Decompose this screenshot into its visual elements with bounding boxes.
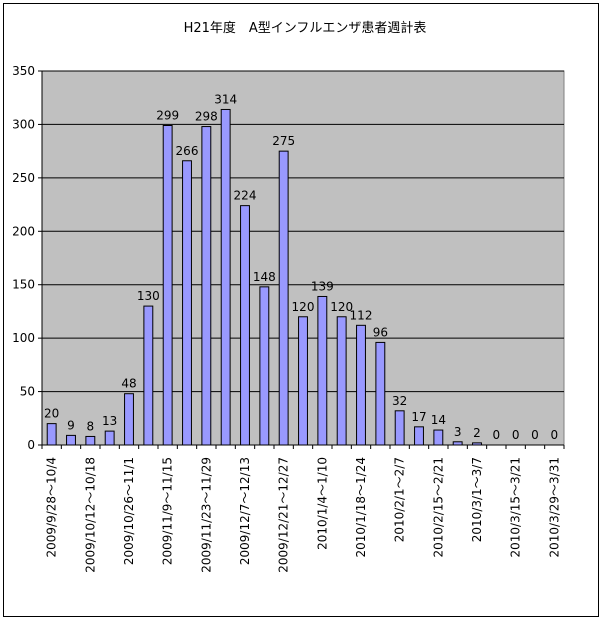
data-label: 0: [531, 428, 539, 442]
bar-chart: H21年度 A型インフルエンザ患者週計表 0501001502002503003…: [12, 20, 565, 573]
data-label: 139: [311, 279, 334, 293]
data-label: 299: [156, 108, 179, 122]
data-label: 0: [551, 428, 559, 442]
bar: [375, 341, 386, 446]
data-label: 14: [431, 413, 446, 427]
bar: [394, 410, 405, 446]
data-label: 130: [137, 289, 160, 303]
data-label: 96: [373, 325, 388, 339]
x-tick-label: 2009/12/21～12/27: [277, 457, 291, 573]
data-label: 8: [87, 419, 95, 433]
x-tick-label: 2010/3/29～3/31: [547, 457, 561, 557]
bar: [433, 429, 444, 446]
data-label: 112: [350, 308, 373, 322]
data-label: 9: [67, 418, 75, 432]
bar: [259, 286, 270, 446]
data-label: 298: [195, 110, 218, 124]
bar: [336, 316, 347, 446]
data-label: 17: [411, 410, 426, 424]
y-tick-label: 250: [12, 171, 35, 185]
bar: [85, 435, 96, 446]
bar: [124, 393, 134, 446]
x-tick-label: 2010/1/4～1/10: [315, 457, 329, 550]
data-label: 0: [512, 428, 520, 442]
data-label: 314: [214, 92, 237, 106]
data-label: 3: [454, 425, 462, 439]
x-tick-label: 2009/12/7～12/13: [238, 457, 252, 565]
bar: [104, 430, 115, 446]
y-tick-label: 200: [12, 224, 35, 238]
x-tick-label: 2010/3/15～3/21: [509, 457, 523, 557]
bar: [143, 305, 154, 446]
y-tick-label: 300: [12, 117, 35, 131]
x-tick-label: 2010/1/18～1/24: [354, 457, 368, 557]
bar: [182, 160, 192, 446]
x-tick-label: 2009/11/23～11/29: [199, 457, 213, 573]
y-tick-label: 50: [20, 385, 35, 399]
bar: [472, 442, 482, 446]
data-label: 32: [392, 394, 407, 408]
bar: [201, 126, 212, 446]
bar: [356, 324, 366, 446]
data-label: 224: [234, 189, 257, 203]
bar: [46, 423, 57, 446]
bar: [317, 295, 328, 446]
data-label: 120: [330, 300, 353, 314]
bar: [220, 108, 231, 446]
y-tick-label: 150: [12, 278, 35, 292]
data-label: 148: [253, 270, 276, 284]
x-tick-label: 2009/10/26～11/1: [122, 457, 136, 565]
x-tick-label: 2009/10/12～10/18: [83, 457, 97, 573]
y-tick-label: 350: [12, 64, 35, 78]
chart-title: H21年度 A型インフルエンザ患者週計表: [184, 20, 427, 36]
data-label: 266: [176, 144, 199, 158]
y-tick-label: 100: [12, 331, 35, 345]
data-label: 48: [121, 377, 136, 391]
x-tick-label: 2010/2/1～2/7: [393, 457, 407, 542]
bar: [298, 316, 308, 446]
x-tick-label: 2009/11/9～11/15: [161, 457, 175, 565]
bar: [414, 426, 424, 446]
bar: [278, 150, 289, 446]
x-tick-label: 2010/2/15～2/21: [431, 457, 445, 557]
data-label: 2: [473, 426, 481, 440]
bar: [240, 205, 250, 446]
bar: [162, 124, 173, 446]
data-label: 275: [272, 134, 295, 148]
data-label: 0: [493, 428, 501, 442]
bar: [452, 441, 463, 446]
data-label: 120: [292, 300, 315, 314]
data-label: 20: [44, 407, 59, 421]
x-tick-label: 2010/3/1～3/7: [470, 457, 484, 542]
chart-frame: H21年度 A型インフルエンザ患者週計表 0 50 100 150 200 250 300 3…: [3, 3, 599, 617]
x-tick-label: 2009/9/28～10/4: [45, 457, 59, 557]
bar: [66, 434, 76, 446]
data-label: 13: [102, 414, 117, 428]
y-tick-label: 0: [27, 438, 35, 452]
